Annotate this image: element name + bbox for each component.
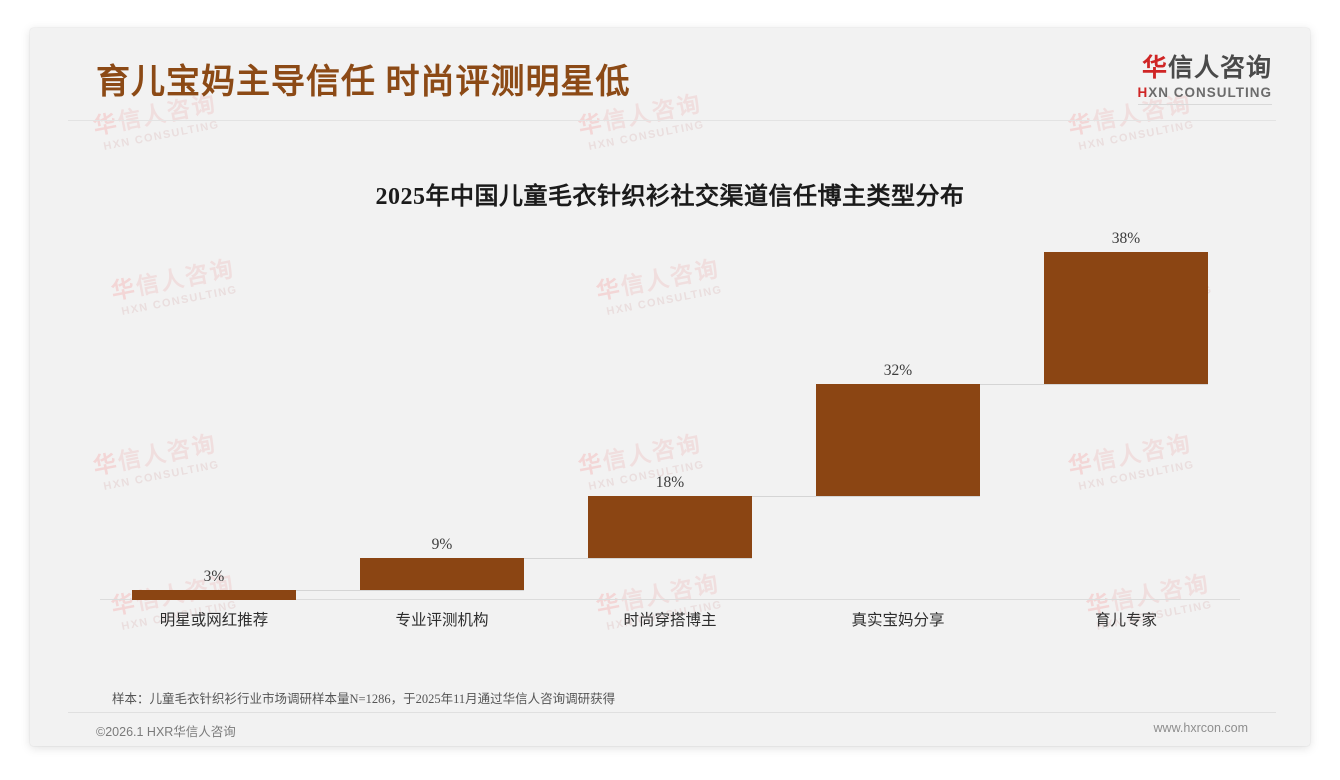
waterfall-connector	[752, 495, 981, 497]
x-axis-tick-label: 真实宝妈分享	[851, 612, 945, 629]
footer-divider	[68, 712, 1276, 713]
x-axis-tick-label: 明星或网红推荐	[159, 612, 269, 629]
logo-chinese-rest: 信人咨询	[1167, 55, 1272, 82]
waterfall-connector	[980, 384, 1209, 386]
bar-value-label: 18%	[655, 473, 685, 491]
logo-underline	[1137, 104, 1272, 106]
slide-canvas: 华信人咨询 HXN CONSULTING 华信人咨询 HXN CONSULTING 华信…	[30, 28, 1310, 746]
logo-english-text: HXN CONSULTING	[1138, 85, 1273, 100]
x-axis-tick-label: 育儿专家	[1094, 612, 1157, 629]
source-note: 样本：儿童毛衣针织衫行业市场调研样本量N=1286，于2025年11月通过华信人…	[112, 692, 616, 706]
bar-value-label: 38%	[1111, 230, 1141, 247]
bar-value-label: 3%	[203, 567, 225, 585]
chart-bar[interactable]	[815, 384, 981, 496]
slide-footer: ©2026.1 HXR华信人咨询 www.hxrcon.com	[30, 712, 1310, 746]
chart-container: 2025年中国儿童毛衣针织衫社交渠道信任博主类型分布 3% 9% 18% 32% 38%…	[30, 120, 1310, 680]
website-url: www.hxrcon.com	[1153, 721, 1248, 735]
bar-value-label: 9%	[431, 536, 453, 554]
page-title: 育儿宝妈主导信任 时尚评测明星低	[96, 64, 631, 101]
header-divider	[68, 120, 1276, 121]
x-axis-tick-label: 专业评测机构	[395, 612, 489, 629]
x-axis-tick-labels: 明星或网红推荐 专业评测机构 时尚穿搭博主 真实宝妈分享 育儿专家	[100, 608, 1240, 634]
chart-bar[interactable]	[131, 589, 297, 600]
waterfall-connector	[296, 589, 525, 591]
slide-header: 育儿宝妈主导信任 时尚评测明星低 华信人咨询 HXN CONSULTING	[30, 28, 1310, 120]
logo-chinese-highlight: 华	[1141, 55, 1168, 82]
logo-chinese-text: 华信人咨询	[1138, 55, 1273, 82]
logo-english-rest: XN CONSULTING	[1148, 85, 1272, 101]
copyright-text: ©2026.1 HXR华信人咨询	[96, 725, 236, 739]
company-logo: 华信人咨询 HXN CONSULTING	[1137, 55, 1273, 106]
chart-title: 2025年中国儿童毛衣针织衫社交渠道信任博主类型分布	[375, 184, 965, 210]
bar-value-label: 32%	[883, 362, 913, 380]
waterfall-connector	[524, 558, 753, 560]
x-axis-line	[100, 599, 1240, 600]
logo-english-highlight: H	[1137, 85, 1149, 101]
chart-bar[interactable]	[359, 558, 525, 590]
chart-bar[interactable]	[587, 495, 753, 559]
chart-bar[interactable]	[1043, 252, 1209, 385]
x-axis-tick-label: 时尚穿搭博主	[623, 612, 717, 629]
chart-plot-area: 3% 9% 18% 32% 38%	[100, 228, 1240, 600]
